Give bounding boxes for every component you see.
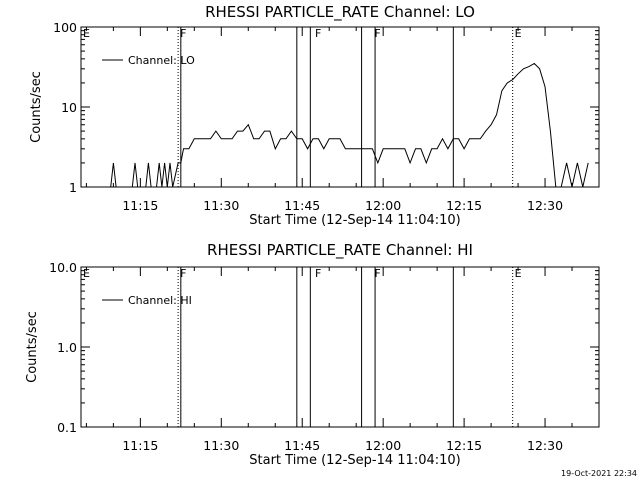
time-marker-label: F: [180, 267, 186, 280]
legend-label: Channel: LO: [128, 54, 195, 67]
y-tick-label: 1.0: [57, 340, 77, 355]
x-tick-label: 11:45: [284, 438, 320, 453]
time-marker-label: E: [83, 267, 90, 280]
time-marker-label: F: [374, 267, 380, 280]
time-marker-label: E: [515, 27, 522, 40]
x-tick-label: 11:30: [203, 438, 239, 453]
chart-panel-2: RHESSI PARTICLE_RATE Channel: HI 0.1 1.0 10…: [25, 241, 600, 468]
x-tick-label: 12:15: [446, 198, 482, 213]
y-axis-label: Counts/sec: [25, 311, 40, 383]
time-marker-label: E: [515, 267, 522, 280]
y-tick-label: 1: [69, 180, 77, 195]
legend-label: Channel: HI: [128, 294, 192, 307]
chart-panel-1: RHESSI PARTICLE_RATE Channel: LO 1 10 100 11…: [29, 3, 600, 228]
x-tick-label: 11:45: [284, 198, 320, 213]
x-tick-label: 12:00: [365, 198, 401, 213]
footer-timestamp: 19-Oct-2021 22:34: [561, 469, 637, 478]
y-tick-label: 10: [61, 100, 77, 115]
x-tick-label: 11:15: [122, 438, 158, 453]
time-marker-label: F: [180, 27, 186, 40]
y-axis-label: Counts/sec: [29, 71, 44, 143]
x-tick-label: 12:15: [446, 438, 482, 453]
y-tick-label: 0.1: [57, 420, 77, 435]
time-marker-label: F: [315, 27, 321, 40]
x-tick-label: 12:30: [527, 198, 563, 213]
x-tick-label: 11:15: [122, 198, 158, 213]
x-axis-label: Start Time (12-Sep-14 11:04:10): [249, 453, 460, 468]
time-marker-label: E: [83, 27, 90, 40]
series-line: [110, 62, 589, 188]
y-tick-label: 100: [53, 20, 77, 35]
x-tick-label: 12:00: [365, 438, 401, 453]
chart-title: RHESSI PARTICLE_RATE Channel: LO: [205, 3, 475, 22]
plot-frame: [80, 266, 600, 428]
x-tick-label: 12:30: [527, 438, 563, 453]
x-axis-label: Start Time (12-Sep-14 11:04:10): [249, 213, 460, 228]
y-tick-label: 10.0: [49, 260, 77, 275]
time-marker-label: F: [374, 27, 380, 40]
time-marker-label: F: [315, 267, 321, 280]
x-tick-label: 11:30: [203, 198, 239, 213]
chart-title: RHESSI PARTICLE_RATE Channel: HI: [207, 241, 473, 260]
